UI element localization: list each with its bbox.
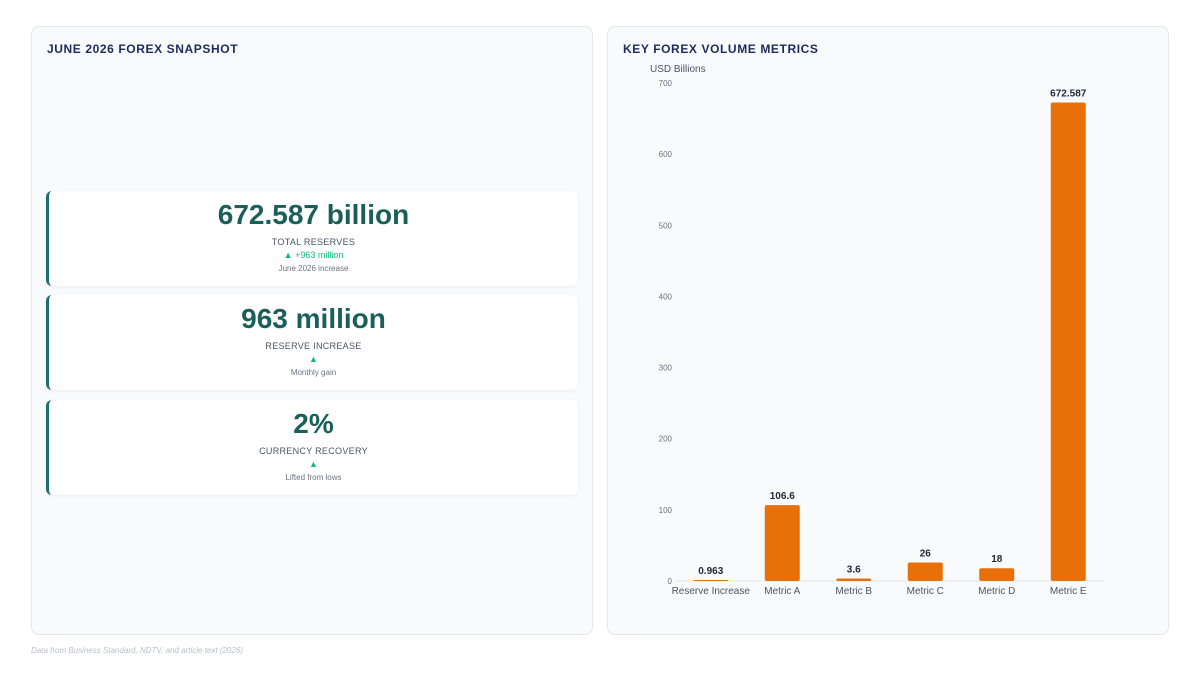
kpi-delta: ▲ +963 million xyxy=(283,250,344,260)
kpi-value: 672.587 billion xyxy=(217,199,410,230)
y-axis-title: USD Billions xyxy=(650,64,706,75)
x-tick-label: Metric B xyxy=(835,586,872,597)
kpi-note: Monthly gain xyxy=(290,368,337,377)
y-tick-label: 500 xyxy=(659,221,673,230)
kpi-note: Lifted from lows xyxy=(285,473,342,482)
kpi-note: June 2026 increase xyxy=(278,264,349,273)
y-tick-label: 300 xyxy=(659,364,673,373)
x-tick-label: Metric E xyxy=(1050,586,1087,597)
y-tick-label: 700 xyxy=(659,79,673,88)
bar-value-label: 672.587 xyxy=(1050,89,1087,100)
kpi-label: TOTAL RESERVES xyxy=(271,237,356,247)
kpi-label: RESERVE INCREASE xyxy=(265,341,362,351)
x-tick-label: Metric D xyxy=(978,586,1015,597)
bar xyxy=(836,578,872,581)
bar-value-label: 18 xyxy=(991,554,1003,565)
bar xyxy=(979,568,1015,581)
y-tick-label: 0 xyxy=(668,577,673,586)
y-tick-label: 100 xyxy=(659,506,673,515)
volume-panel-title: KEY FOREX VOLUME METRICS xyxy=(623,42,819,56)
kpi-delta: ▲ xyxy=(309,354,318,364)
x-tick-label: Metric A xyxy=(764,586,800,597)
kpi-delta: ▲ xyxy=(309,459,318,469)
forex-snapshot-panel: JUNE 2026 FOREX SNAPSHOT 672.587 billion… xyxy=(31,26,593,635)
bar xyxy=(764,505,800,581)
bar-value-label: 3.6 xyxy=(847,564,861,575)
bar-value-label: 106.6 xyxy=(770,491,795,502)
bar xyxy=(1050,102,1086,582)
bar xyxy=(907,562,943,581)
x-tick-label: Reserve Increase xyxy=(672,586,751,597)
total-reserves-card: 672.587 billion TOTAL RESERVES ▲ +963 mi… xyxy=(46,191,578,286)
bar-value-label: 26 xyxy=(920,549,932,560)
currency-recovery-card: 2% CURRENCY RECOVERY ▲ Lifted from lows xyxy=(46,400,578,495)
kpi-value: 963 million xyxy=(241,303,386,334)
reserve-increase-card: 963 million RESERVE INCREASE ▲ Monthly g… xyxy=(46,295,578,390)
forex-volume-panel: KEY FOREX VOLUME METRICS USD Billions 0 10… xyxy=(607,26,1169,635)
y-tick-label: 600 xyxy=(659,150,673,159)
y-tick-label: 200 xyxy=(659,435,673,444)
bar-value-label: 0.963 xyxy=(698,566,723,577)
snapshot-panel-title: JUNE 2026 FOREX SNAPSHOT xyxy=(47,42,239,56)
volume-bar-chart: USD Billions 0 100 200 300 400 500 600 700 0.963 R… xyxy=(650,64,1104,597)
source-footnote: Data from Business Standard, NDTV, and a… xyxy=(31,646,243,655)
y-tick-label: 400 xyxy=(659,292,673,301)
kpi-value: 2% xyxy=(293,408,334,439)
kpi-label: CURRENCY RECOVERY xyxy=(259,446,368,456)
bar xyxy=(693,580,729,581)
x-tick-label: Metric C xyxy=(907,586,944,597)
